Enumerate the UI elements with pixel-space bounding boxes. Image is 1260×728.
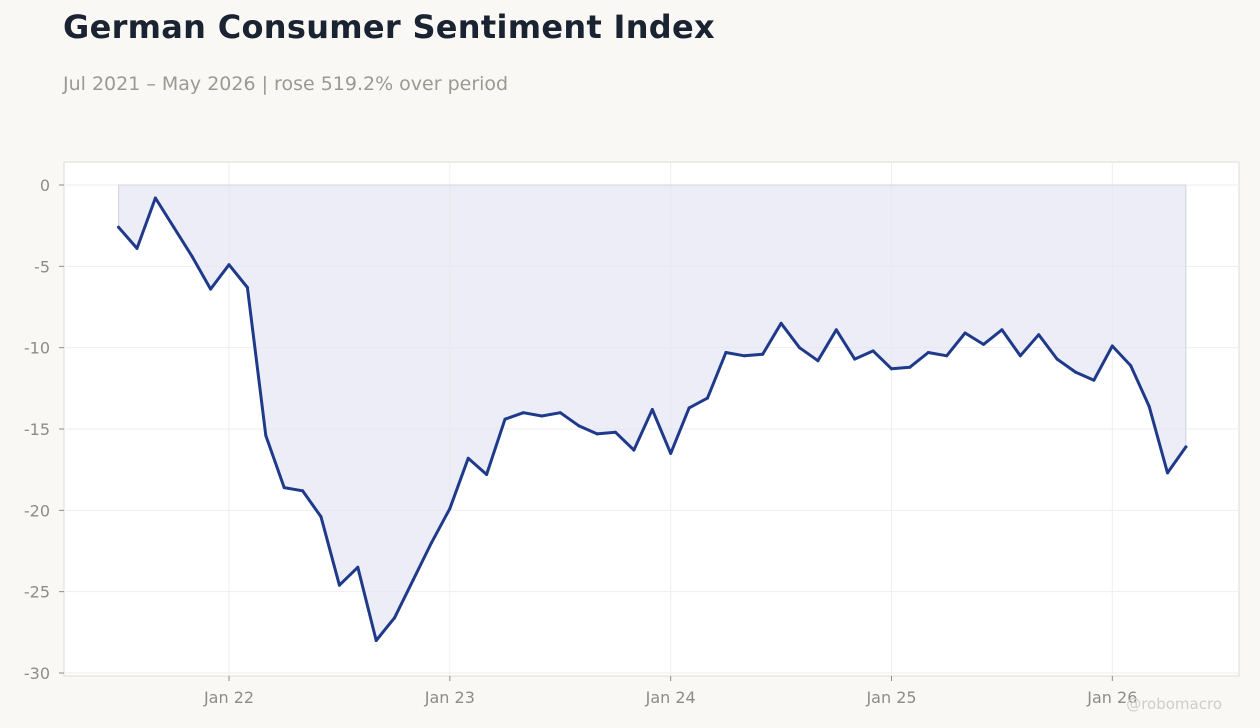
data-point: [411, 578, 415, 582]
data-point: [374, 639, 378, 642]
data-point: [1000, 328, 1004, 332]
data-point: [521, 411, 525, 415]
data-point: [798, 346, 801, 350]
data-point: [779, 321, 783, 325]
data-point: [227, 263, 231, 267]
data-point: [190, 255, 194, 259]
data-point: [834, 328, 838, 332]
data-point: [669, 451, 673, 455]
data-point: [558, 411, 562, 415]
data-point: [577, 424, 581, 428]
y-tick-label: -15: [24, 420, 50, 439]
chart-title: German Consumer Sentiment Index: [63, 8, 715, 46]
x-tick-label: Jan 23: [424, 688, 475, 707]
data-point: [1110, 344, 1114, 348]
y-tick-label: -5: [34, 257, 50, 276]
data-point: [926, 351, 930, 354]
data-point: [1147, 404, 1151, 408]
data-point: [393, 616, 397, 620]
data-point: [448, 507, 452, 511]
data-point: [209, 287, 213, 291]
y-tick-label: 0: [40, 176, 50, 195]
data-point: [890, 367, 893, 371]
y-axis: 0 -5 -10 -15 -20 -25 -30: [24, 176, 64, 683]
y-tick-label: -10: [24, 339, 50, 358]
data-point: [724, 351, 728, 354]
data-point: [1074, 370, 1077, 374]
data-point: [282, 486, 286, 490]
data-point: [1037, 333, 1041, 337]
data-point: [1184, 445, 1188, 449]
data-point: [153, 196, 157, 200]
data-point: [337, 583, 341, 587]
x-tick-label: Jan 24: [645, 688, 696, 707]
data-point: [761, 352, 765, 356]
y-tick-label: -25: [24, 583, 50, 602]
data-points: [117, 196, 1188, 642]
x-axis: Jan 22 Jan 23 Jan 24 Jan 25 Jan 26: [203, 676, 1137, 707]
data-point: [982, 342, 985, 346]
data-point: [614, 430, 617, 434]
data-point: [687, 406, 691, 410]
data-point: [1018, 354, 1022, 358]
y-tick-label: -30: [24, 664, 50, 683]
data-point: [1129, 364, 1133, 368]
chart-subtitle: Jul 2021 – May 2026 | rose 519.2% over p…: [63, 73, 509, 95]
data-point: [466, 456, 470, 460]
data-point: [1055, 357, 1059, 361]
data-point: [319, 515, 323, 519]
data-point: [945, 354, 949, 358]
data-point: [650, 408, 654, 411]
data-point: [1166, 471, 1169, 475]
data-point: [853, 357, 857, 361]
data-point: [871, 349, 875, 353]
data-point: [595, 432, 599, 436]
data-point: [742, 354, 746, 358]
data-point: [135, 246, 139, 250]
data-point: [301, 489, 305, 493]
data-point: [816, 359, 820, 363]
data-point: [172, 225, 176, 229]
data-point: [908, 365, 912, 369]
data-point: [503, 417, 507, 421]
data-point: [632, 448, 636, 452]
x-tick-label: Jan 22: [203, 688, 254, 707]
data-point: [356, 565, 360, 569]
data-point: [485, 473, 489, 476]
x-tick-label: Jan 25: [865, 688, 916, 707]
data-point: [429, 541, 433, 545]
data-point: [706, 396, 709, 400]
data-point: [117, 225, 121, 229]
x-tick-label: Jan 26: [1086, 688, 1137, 707]
watermark: @robomacro: [1126, 695, 1222, 713]
data-point: [1092, 378, 1096, 382]
y-tick-label: -20: [24, 501, 50, 520]
data-point: [264, 434, 268, 437]
data-point: [963, 331, 967, 335]
data-point: [540, 414, 544, 418]
data-point: [245, 286, 249, 289]
